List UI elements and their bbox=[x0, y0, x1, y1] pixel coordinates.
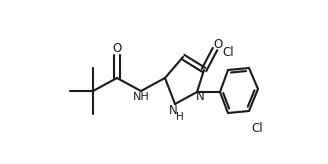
Text: N: N bbox=[195, 91, 204, 103]
Text: N: N bbox=[169, 104, 177, 117]
Text: Cl: Cl bbox=[222, 47, 234, 60]
Text: Cl: Cl bbox=[251, 122, 263, 134]
Text: H: H bbox=[176, 112, 184, 122]
Text: O: O bbox=[113, 42, 122, 55]
Text: O: O bbox=[214, 38, 223, 51]
Text: NH: NH bbox=[133, 92, 149, 102]
